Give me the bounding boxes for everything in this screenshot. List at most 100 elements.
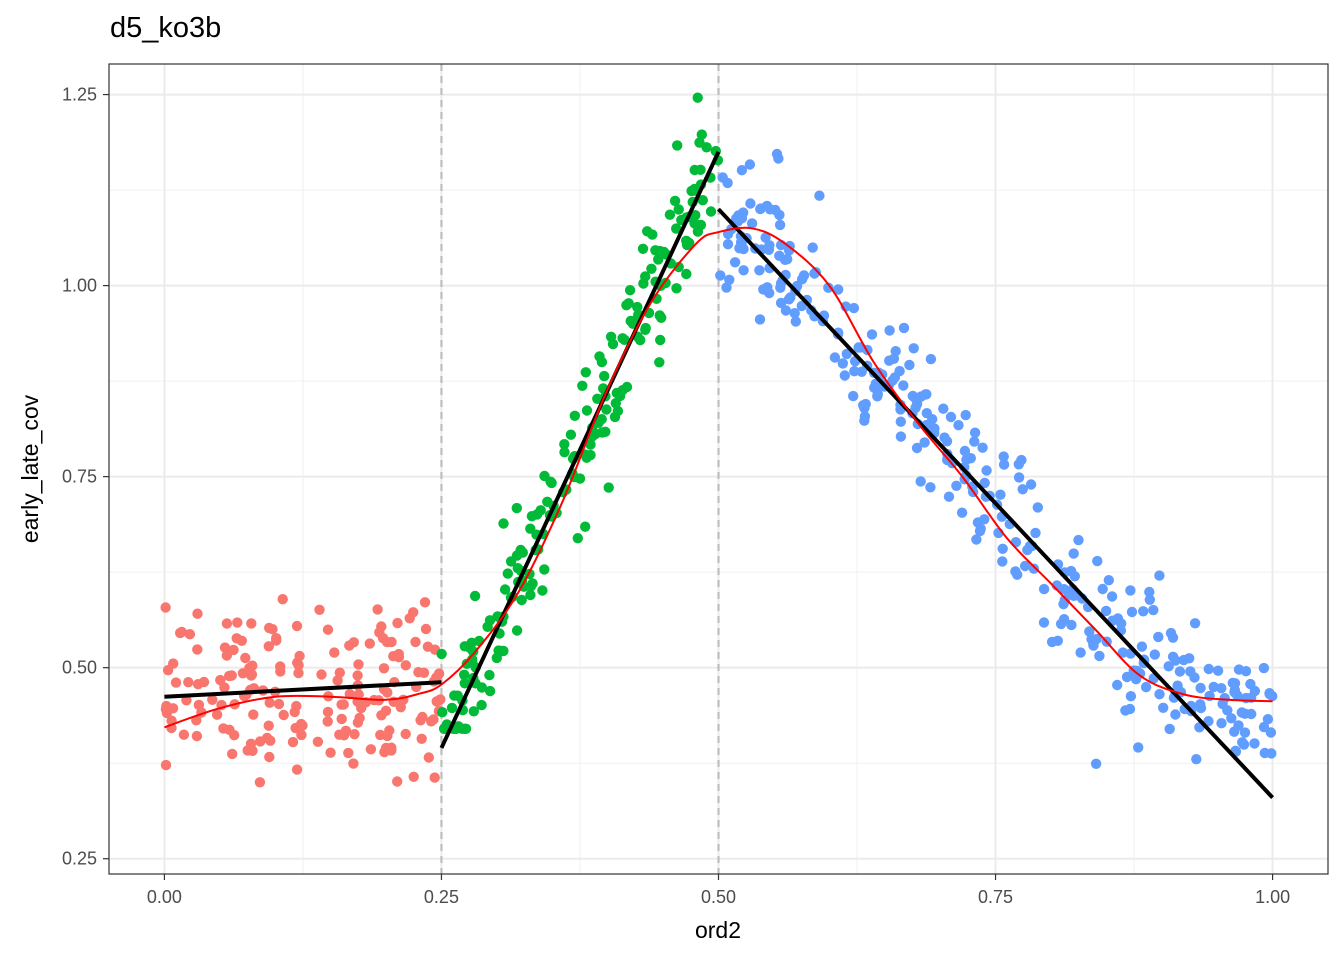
data-point bbox=[1189, 618, 1201, 629]
data-point bbox=[975, 523, 986, 534]
data-point bbox=[915, 476, 926, 487]
data-point bbox=[904, 359, 915, 371]
data-point bbox=[516, 594, 527, 606]
data-point bbox=[997, 543, 1008, 554]
fit-line bbox=[717, 207, 1275, 799]
data-point bbox=[221, 618, 233, 629]
data-point bbox=[907, 390, 918, 402]
data-point bbox=[621, 381, 633, 393]
data-point bbox=[525, 581, 536, 592]
data-point bbox=[771, 148, 783, 160]
data-point bbox=[461, 658, 473, 669]
data-point bbox=[1038, 583, 1050, 595]
y-tick-label: 0.25 bbox=[62, 849, 97, 869]
data-point bbox=[349, 729, 360, 740]
data-point bbox=[344, 688, 355, 700]
data-point bbox=[468, 706, 479, 717]
data-point bbox=[1069, 571, 1081, 582]
data-point bbox=[956, 507, 968, 518]
data-point bbox=[774, 219, 786, 231]
data-point bbox=[191, 730, 203, 742]
data-point bbox=[211, 709, 223, 720]
data-point bbox=[669, 195, 681, 207]
data-point bbox=[1030, 527, 1041, 539]
data-point bbox=[559, 439, 570, 450]
data-point bbox=[426, 716, 437, 727]
data-point bbox=[600, 426, 611, 437]
data-point bbox=[224, 724, 235, 735]
data-point bbox=[848, 390, 859, 402]
data-point bbox=[429, 772, 440, 783]
data-point bbox=[721, 282, 732, 293]
data-point bbox=[640, 324, 651, 335]
data-point bbox=[193, 699, 205, 711]
data-point bbox=[998, 451, 1009, 462]
data-point bbox=[264, 751, 275, 763]
data-point bbox=[291, 620, 303, 632]
data-point bbox=[1086, 634, 1097, 645]
data-point bbox=[160, 759, 172, 771]
data-point bbox=[729, 257, 741, 268]
data-point bbox=[1019, 560, 1031, 572]
data-point bbox=[408, 607, 419, 618]
data-point bbox=[535, 505, 546, 516]
data-point bbox=[837, 358, 848, 369]
data-point bbox=[911, 442, 923, 454]
data-point bbox=[1090, 758, 1102, 769]
data-point bbox=[839, 370, 850, 381]
data-point bbox=[539, 564, 550, 575]
data-point bbox=[261, 732, 273, 744]
data-point bbox=[413, 667, 424, 678]
data-point bbox=[1059, 594, 1071, 606]
data-point bbox=[386, 745, 397, 756]
data-point bbox=[392, 776, 403, 787]
data-point bbox=[290, 722, 301, 734]
data-point bbox=[807, 242, 818, 253]
data-point bbox=[436, 648, 447, 660]
data-point bbox=[623, 298, 634, 309]
data-point bbox=[226, 670, 237, 681]
data-point bbox=[569, 410, 580, 421]
data-point bbox=[1164, 723, 1175, 735]
data-point bbox=[872, 391, 883, 402]
data-point bbox=[611, 387, 622, 399]
data-point bbox=[790, 316, 801, 327]
data-point bbox=[511, 502, 522, 514]
data-point bbox=[526, 511, 538, 522]
data-point bbox=[671, 223, 682, 234]
data-point bbox=[1165, 627, 1177, 639]
data-point bbox=[469, 590, 481, 602]
data-point bbox=[1245, 678, 1256, 690]
data-point bbox=[459, 678, 470, 689]
data-point bbox=[823, 282, 834, 293]
data-point bbox=[316, 669, 327, 680]
data-point bbox=[738, 265, 749, 276]
data-point bbox=[1249, 738, 1260, 749]
data-point bbox=[656, 312, 667, 323]
data-point bbox=[329, 647, 340, 658]
data-point bbox=[1106, 591, 1118, 602]
data-point bbox=[941, 436, 953, 447]
data-point bbox=[705, 206, 717, 217]
data-point bbox=[943, 491, 955, 502]
data-point bbox=[1013, 459, 1024, 470]
data-point bbox=[603, 482, 614, 493]
fit-lines bbox=[164, 151, 1275, 799]
data-point bbox=[325, 747, 336, 758]
data-point bbox=[294, 650, 305, 662]
data-point bbox=[1174, 666, 1186, 677]
data-point bbox=[219, 682, 230, 693]
data-point bbox=[264, 697, 275, 708]
data-point bbox=[1117, 647, 1129, 658]
data-point bbox=[1258, 662, 1270, 674]
data-point bbox=[263, 720, 274, 731]
data-point bbox=[431, 672, 442, 683]
data-point bbox=[979, 514, 990, 525]
data-point bbox=[959, 445, 971, 457]
data-point bbox=[635, 334, 646, 346]
data-point bbox=[1264, 688, 1275, 699]
data-point bbox=[1195, 702, 1207, 714]
data-point bbox=[859, 411, 871, 422]
data-point bbox=[420, 623, 432, 635]
